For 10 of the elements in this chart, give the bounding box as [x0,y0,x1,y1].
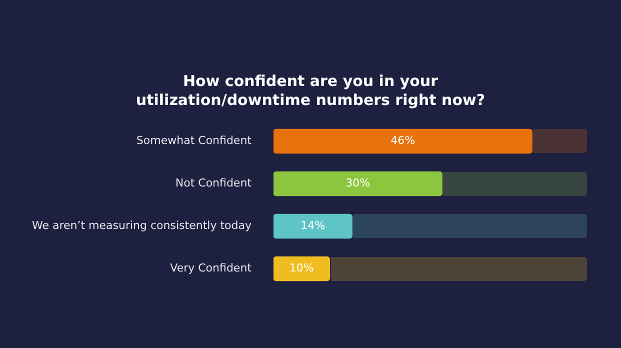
data-label: 14% [300,219,326,232]
bar [273,256,330,282]
y-tick-label: Somewhat Confident [136,134,252,148]
data-label: 46% [390,134,416,148]
chart-title: How confident are you in your utilization/downtime numbers right now? [134,72,486,110]
data-label: 30% [346,176,370,190]
y-tick-label: Not Confident [175,176,252,190]
data-label: 10% [289,262,314,275]
y-tick-label: We aren’t measuring consistently today [32,219,252,232]
y-tick-label: Very Confident [170,262,252,275]
